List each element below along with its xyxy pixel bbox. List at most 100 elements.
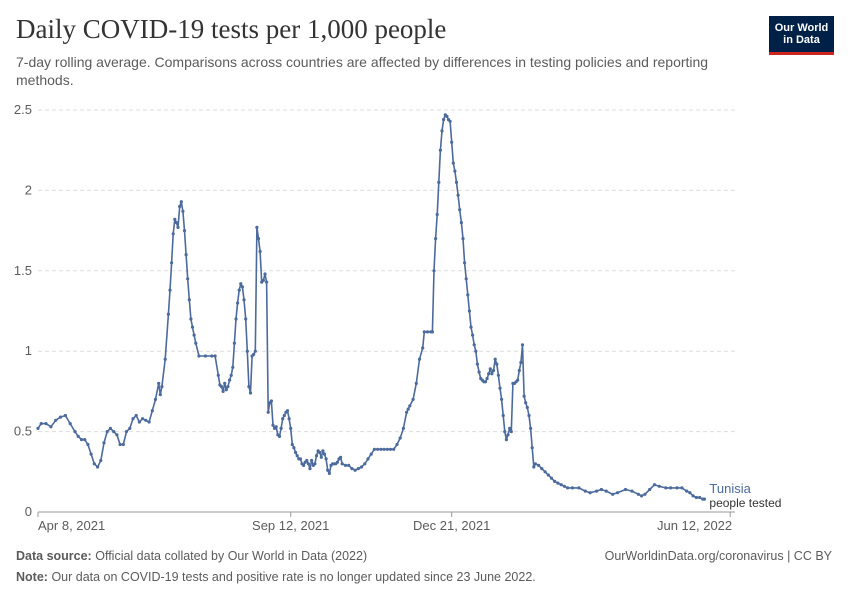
data-point[interactable] [434, 237, 438, 241]
data-point[interactable] [147, 420, 151, 424]
data-point[interactable] [134, 413, 138, 418]
data-point[interactable] [702, 497, 707, 501]
data-point[interactable] [192, 333, 196, 337]
data-point[interactable] [86, 442, 90, 447]
data-point[interactable] [157, 381, 161, 385]
data-point[interactable] [474, 349, 478, 353]
data-point[interactable] [274, 425, 278, 429]
data-point[interactable] [422, 330, 426, 334]
data-point[interactable] [405, 410, 409, 414]
data-point[interactable] [73, 430, 77, 434]
data-point[interactable] [685, 489, 689, 493]
data-point[interactable] [89, 452, 93, 456]
data-point[interactable] [469, 325, 473, 329]
data-point[interactable] [324, 457, 328, 461]
data-point[interactable] [350, 467, 354, 471]
data-point[interactable] [131, 417, 135, 421]
data-point[interactable] [435, 212, 439, 217]
data-point[interactable] [562, 484, 567, 488]
data-point[interactable] [577, 486, 581, 490]
data-point[interactable] [240, 285, 244, 289]
data-point[interactable] [464, 277, 468, 281]
data-point[interactable] [366, 457, 370, 461]
data-point[interactable] [343, 463, 348, 467]
data-point[interactable] [39, 422, 43, 426]
data-point[interactable] [519, 360, 523, 365]
data-point[interactable] [623, 487, 628, 492]
data-point[interactable] [669, 486, 673, 490]
data-point[interactable] [228, 378, 232, 382]
data-point[interactable] [461, 237, 465, 241]
data-point[interactable] [430, 330, 434, 334]
data-point[interactable] [657, 484, 661, 488]
data-point[interactable] [137, 420, 141, 424]
data-point[interactable] [229, 373, 233, 377]
data-point[interactable] [450, 140, 454, 144]
data-point[interactable] [302, 463, 306, 467]
data-point[interactable] [648, 487, 652, 492]
data-point[interactable] [347, 463, 351, 467]
data-point[interactable] [498, 386, 502, 390]
data-point[interactable] [549, 476, 554, 480]
data-point[interactable] [92, 462, 96, 466]
data-point[interactable] [252, 352, 256, 356]
data-point[interactable] [456, 193, 460, 197]
data-point[interactable] [359, 465, 364, 469]
data-point[interactable] [604, 489, 608, 493]
data-point[interactable] [118, 442, 122, 447]
data-point[interactable] [255, 225, 259, 229]
owid-logo[interactable]: Our World in Data [769, 16, 834, 55]
data-point[interactable] [599, 487, 604, 492]
data-point[interactable] [543, 470, 547, 474]
data-point[interactable] [406, 407, 410, 411]
data-point[interactable] [124, 430, 129, 434]
data-point[interactable] [58, 415, 63, 419]
data-point[interactable] [509, 430, 513, 434]
data-point[interactable] [287, 417, 291, 421]
data-point[interactable] [583, 489, 587, 493]
data-point[interactable] [335, 460, 339, 464]
data-point[interactable] [203, 354, 207, 358]
data-point[interactable] [438, 148, 442, 152]
data-point[interactable] [216, 373, 220, 377]
data-point[interactable] [532, 465, 536, 469]
data-point[interactable] [168, 288, 172, 292]
data-point[interactable] [615, 491, 620, 495]
data-point[interactable] [491, 368, 496, 373]
data-point[interactable] [680, 486, 684, 490]
data-point[interactable] [226, 385, 230, 389]
data-point[interactable] [187, 298, 191, 302]
data-point[interactable] [289, 426, 293, 430]
data-point[interactable] [440, 129, 444, 133]
data-point[interactable] [310, 458, 314, 463]
data-point[interactable] [356, 467, 360, 471]
data-point[interactable] [471, 333, 475, 337]
data-point[interactable] [261, 278, 265, 282]
data-point[interactable] [158, 393, 162, 397]
data-point[interactable] [442, 118, 446, 122]
data-point[interactable] [54, 418, 58, 422]
data-point[interactable] [244, 317, 248, 321]
data-point[interactable] [379, 447, 383, 451]
data-point[interactable] [115, 433, 119, 437]
data-point[interactable] [522, 394, 526, 398]
data-point[interactable] [643, 492, 647, 496]
data-point[interactable] [182, 229, 187, 233]
data-point[interactable] [279, 426, 283, 430]
data-point[interactable] [524, 401, 528, 405]
data-point[interactable] [171, 232, 175, 236]
data-point[interactable] [266, 410, 270, 414]
data-point[interactable] [553, 479, 557, 483]
data-point[interactable] [176, 225, 180, 229]
data-point[interactable] [295, 454, 299, 458]
data-point[interactable] [99, 458, 103, 463]
series-name-label[interactable]: Tunisia [709, 481, 751, 496]
data-point[interactable] [322, 452, 327, 456]
data-point[interactable] [694, 495, 699, 500]
data-point[interactable] [313, 462, 317, 466]
data-point[interactable] [269, 399, 273, 403]
data-point[interactable] [453, 169, 457, 173]
data-point[interactable] [675, 486, 679, 490]
data-point[interactable] [570, 486, 575, 490]
data-point[interactable] [339, 455, 343, 459]
